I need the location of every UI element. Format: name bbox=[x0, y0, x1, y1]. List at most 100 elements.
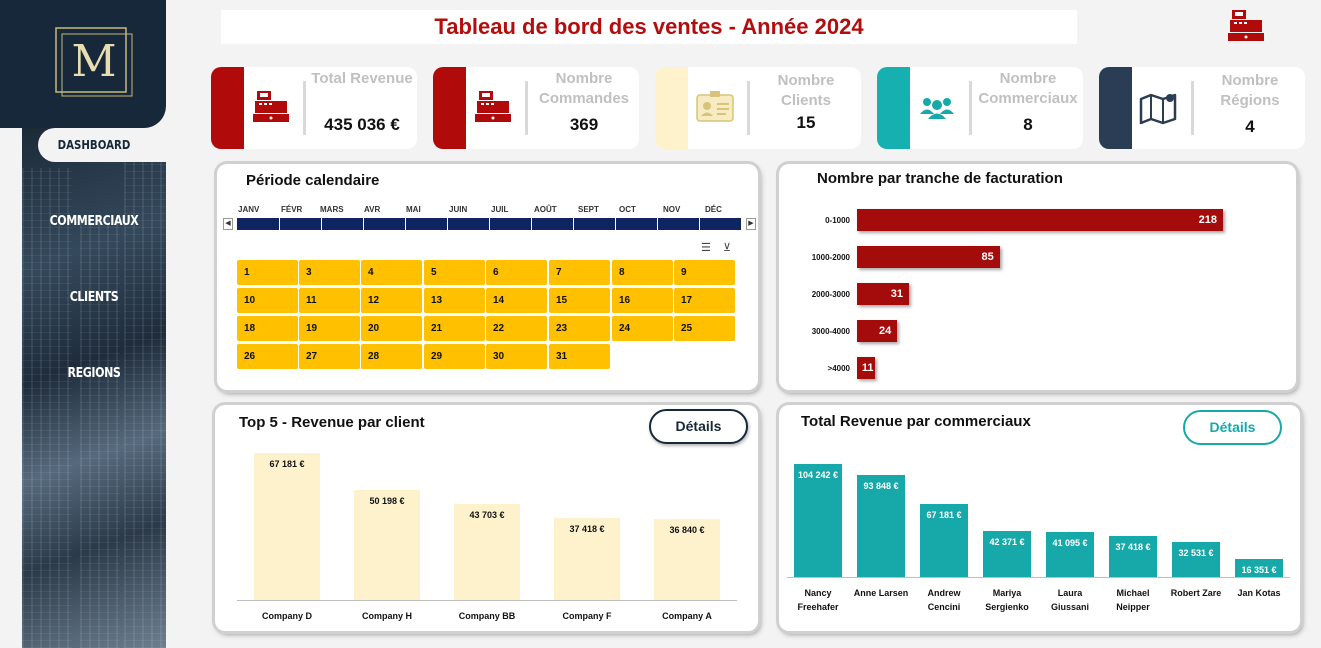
bar-category-label: 2000-3000 bbox=[811, 290, 850, 299]
bar-category-label: Andrew Cencini bbox=[927, 588, 961, 612]
logo: M bbox=[55, 27, 133, 97]
timeline-month[interactable]: JUIL bbox=[491, 205, 509, 214]
day-button[interactable]: 21 bbox=[424, 316, 485, 341]
bar-category-label: Michael Neipper bbox=[1116, 588, 1150, 612]
day-button[interactable]: 24 bbox=[612, 316, 673, 341]
timeline-month[interactable]: AOÛT bbox=[534, 205, 557, 214]
multi-select-icon[interactable]: ☰ bbox=[701, 242, 711, 254]
bar-value-label: 37 418 € bbox=[569, 524, 605, 535]
bar[interactable] bbox=[857, 475, 905, 577]
bar-value-label: 85 bbox=[981, 251, 994, 263]
day-button[interactable]: 10 bbox=[237, 288, 298, 313]
nav-item-clients[interactable]: CLIENTS bbox=[69, 290, 119, 305]
timeline-month[interactable]: JANV bbox=[238, 205, 260, 214]
nav-active-highlight bbox=[38, 128, 166, 162]
bar[interactable] bbox=[983, 531, 1031, 577]
kpi-value: 435 036 € bbox=[324, 115, 400, 134]
bar-category-label: 1000-2000 bbox=[811, 253, 850, 262]
timeline-month[interactable]: MAI bbox=[406, 205, 421, 214]
timeline-bar[interactable] bbox=[237, 218, 741, 230]
sales-reps-details-button[interactable]: Détails bbox=[1183, 410, 1282, 445]
day-button[interactable]: 16 bbox=[612, 288, 673, 313]
bar-value-label: 43 703 € bbox=[469, 510, 505, 521]
day-button[interactable]: 8 bbox=[612, 260, 673, 285]
timeline-month[interactable]: MARS bbox=[320, 205, 344, 214]
bar-value-label: 24 bbox=[879, 325, 892, 337]
kpi-value: 15 bbox=[796, 113, 816, 132]
bar-category-label: Robert Zare bbox=[1170, 588, 1222, 598]
sidebar-header bbox=[0, 0, 166, 128]
day-button[interactable]: 26 bbox=[237, 344, 298, 369]
billing-range-title: Nombre par tranche de facturation bbox=[817, 170, 1063, 187]
bar[interactable] bbox=[1172, 541, 1220, 577]
bar[interactable]: 11 bbox=[857, 357, 876, 379]
day-button[interactable]: 13 bbox=[424, 288, 485, 313]
day-button[interactable]: 27 bbox=[299, 344, 360, 369]
bar[interactable] bbox=[354, 490, 420, 600]
sidebar-background bbox=[22, 128, 166, 648]
day-button[interactable]: 28 bbox=[361, 344, 422, 369]
bar-category-label: Company D bbox=[261, 611, 312, 621]
day-button[interactable]: 23 bbox=[549, 316, 610, 341]
top-clients-details-button[interactable]: Détails bbox=[649, 409, 748, 444]
bar[interactable] bbox=[794, 464, 842, 577]
bar-value-label: 218 bbox=[1198, 214, 1217, 226]
clear-filter-icon[interactable]: ⊻ bbox=[723, 242, 732, 254]
bar-value-label: 41 095 € bbox=[1052, 538, 1088, 549]
timeline-scroll-left[interactable]: ◀ bbox=[223, 218, 233, 230]
timeline-month[interactable]: OCT bbox=[619, 205, 636, 214]
bar-category-label: 0-1000 bbox=[825, 216, 850, 225]
day-button[interactable]: 14 bbox=[486, 288, 547, 313]
day-button[interactable]: 29 bbox=[424, 344, 485, 369]
nav-item-commerciaux[interactable]: COMMERCIAUX bbox=[49, 214, 139, 229]
bar[interactable]: 24 bbox=[857, 320, 898, 342]
day-button[interactable]: 31 bbox=[549, 344, 610, 369]
sidebar: M DASHBOARD COMMERCIAUX CLIENTS REGIONS bbox=[0, 0, 166, 648]
timeline-month[interactable]: AVR bbox=[364, 205, 381, 214]
bar[interactable] bbox=[654, 519, 720, 600]
timeline-scroll-right[interactable]: ▶ bbox=[746, 218, 756, 230]
day-button[interactable]: 22 bbox=[486, 316, 547, 341]
day-button[interactable]: 11 bbox=[299, 288, 360, 313]
nav-item-regions[interactable]: REGIONS bbox=[67, 366, 121, 381]
day-button[interactable]: 1 bbox=[237, 260, 298, 285]
timeline-month[interactable]: JUIN bbox=[449, 205, 468, 214]
bar[interactable] bbox=[920, 504, 968, 577]
timeline-month[interactable]: NOV bbox=[663, 205, 681, 214]
timeline-month[interactable]: DÉC bbox=[705, 205, 722, 214]
bar-category-label: Company BB bbox=[458, 611, 516, 621]
day-button[interactable]: 30 bbox=[486, 344, 547, 369]
bar[interactable] bbox=[454, 504, 520, 600]
day-button[interactable]: 12 bbox=[361, 288, 422, 313]
bar[interactable] bbox=[1109, 536, 1157, 577]
bar[interactable] bbox=[1046, 532, 1094, 577]
day-button[interactable]: 19 bbox=[299, 316, 360, 341]
users-icon bbox=[920, 98, 954, 119]
bar[interactable] bbox=[554, 518, 620, 600]
bar[interactable]: 85 bbox=[857, 246, 1000, 268]
bar[interactable] bbox=[1235, 559, 1283, 577]
day-button[interactable]: 25 bbox=[674, 316, 735, 341]
day-button[interactable]: 3 bbox=[299, 260, 360, 285]
day-button[interactable]: 9 bbox=[674, 260, 735, 285]
bar[interactable] bbox=[254, 453, 320, 600]
sales-reps-title: Total Revenue par commerciaux bbox=[801, 413, 1031, 430]
bar[interactable]: 218 bbox=[857, 209, 1223, 231]
day-button[interactable]: 18 bbox=[237, 316, 298, 341]
day-button[interactable]: 4 bbox=[361, 260, 422, 285]
bar-category-label: Nancy Freehafer bbox=[797, 588, 839, 612]
kpi-label: Total Revenue bbox=[311, 70, 413, 87]
nav-item-dashboard[interactable]: DASHBOARD bbox=[57, 138, 131, 152]
kpi-card-sales-reps: Nombre Commerciaux 8 bbox=[877, 67, 1083, 149]
day-button[interactable]: 7 bbox=[549, 260, 610, 285]
day-button[interactable]: 20 bbox=[361, 316, 422, 341]
day-button[interactable]: 15 bbox=[549, 288, 610, 313]
timeline-month[interactable]: SEPT bbox=[578, 205, 599, 214]
kpi-label: Nombre Régions bbox=[1220, 72, 1280, 109]
bar[interactable]: 31 bbox=[857, 283, 910, 305]
timeline-month[interactable]: FÉVR bbox=[281, 205, 303, 214]
day-button[interactable]: 5 bbox=[424, 260, 485, 285]
logo-letter: M bbox=[71, 36, 116, 87]
day-button[interactable]: 17 bbox=[674, 288, 735, 313]
day-button[interactable]: 6 bbox=[486, 260, 547, 285]
